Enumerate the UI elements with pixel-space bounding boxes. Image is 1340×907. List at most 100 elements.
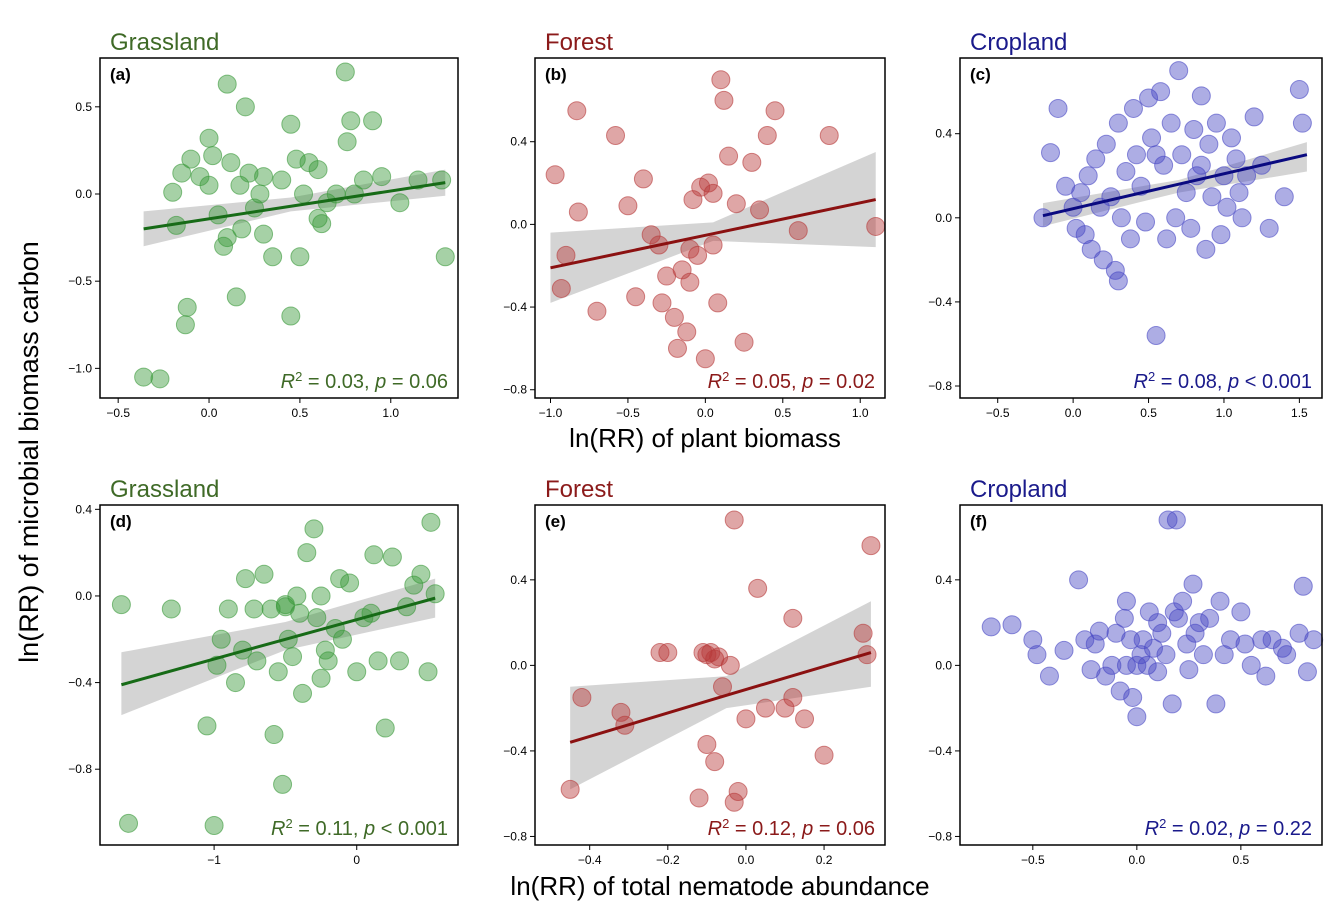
stat-annotation: R2 = 0.08, p < 0.001 (1134, 369, 1313, 394)
point (337, 132, 357, 152)
point (294, 184, 314, 204)
point (1054, 640, 1074, 660)
point (705, 752, 725, 772)
point (783, 608, 803, 628)
point (354, 170, 374, 190)
panel-label: (f) (970, 512, 987, 531)
point (1127, 707, 1147, 727)
stat-text: 2 (295, 369, 302, 384)
plot-frame (534, 57, 886, 399)
point (788, 221, 808, 241)
point (981, 617, 1001, 637)
point (853, 623, 873, 643)
point (724, 792, 744, 812)
point (1137, 655, 1157, 675)
point (1093, 250, 1113, 270)
fit-line (550, 198, 877, 270)
point (1002, 615, 1022, 635)
point (1191, 86, 1211, 106)
point (742, 152, 762, 172)
x-tick-label: −0.2 (656, 853, 680, 867)
stat-text: = 0.05, (729, 371, 802, 393)
point (693, 643, 713, 663)
point (1023, 630, 1043, 650)
y-tick-label: 0.0 (935, 658, 952, 672)
y-tick-label: −1.0 (68, 361, 92, 375)
point (814, 745, 834, 765)
point (1152, 623, 1172, 643)
point (677, 322, 697, 342)
point (254, 167, 274, 187)
point (308, 208, 328, 228)
point (197, 716, 217, 736)
point (714, 90, 734, 110)
point (1151, 82, 1171, 102)
x-tick-label: 0.0 (201, 406, 218, 420)
point (263, 247, 283, 267)
x-tick-label: 1.0 (1216, 406, 1233, 420)
point (283, 647, 303, 667)
point (1139, 602, 1159, 622)
point (1096, 134, 1116, 154)
stat-text: R (708, 818, 722, 840)
point (1136, 212, 1156, 232)
point (1102, 655, 1122, 675)
point (1206, 694, 1226, 714)
point (1123, 98, 1143, 118)
point (1108, 271, 1128, 291)
point (435, 247, 455, 267)
stat-text: R (1134, 371, 1148, 393)
y-tick-label: −0.5 (68, 274, 92, 288)
point (286, 149, 306, 169)
x-tick-label: −0.4 (578, 853, 602, 867)
y-tick-label: 0.0 (510, 217, 527, 231)
stat-text: 2 (722, 816, 729, 831)
point (163, 182, 183, 202)
x-axis-label: ln(RR) of plant biomass (569, 423, 841, 453)
x-tick-label: 0.5 (1140, 406, 1157, 420)
panel: Grassland −0.5 0.0 0.5 1.0 0.5 0.0 −0.5 −1.0 (a) R… (68, 29, 459, 420)
point (254, 224, 274, 244)
point (711, 70, 731, 90)
point (1158, 510, 1178, 530)
point (177, 297, 197, 317)
panel-label: (e) (545, 512, 566, 531)
panel-title: Cropland (970, 29, 1067, 56)
point (1206, 113, 1226, 133)
point (390, 651, 410, 671)
point (1191, 155, 1211, 175)
point (1176, 183, 1196, 203)
point (1274, 187, 1294, 207)
point (250, 184, 270, 204)
point (1096, 666, 1116, 686)
point (689, 788, 709, 808)
point (235, 97, 255, 117)
point (1177, 634, 1197, 654)
point (1039, 666, 1059, 686)
y-tick-label: 0.4 (935, 127, 952, 141)
x-tick-label: −1 (207, 853, 221, 867)
point (330, 569, 350, 589)
point (390, 193, 410, 213)
point (1183, 574, 1203, 594)
point (1069, 570, 1089, 590)
stat-text: = 0.02, (1166, 818, 1239, 840)
point (1259, 218, 1279, 238)
y-tick-label: −0.4 (928, 295, 952, 309)
point (175, 315, 195, 335)
stat-text: p (1227, 371, 1239, 393)
point (1105, 260, 1125, 280)
point (261, 599, 281, 619)
y-tick-label: −0.4 (68, 676, 92, 690)
panel: Cropland −0.5 0.0 0.5 1.0 1.5 0.4 0.0 −0.4 −0.8 (c… (928, 29, 1323, 420)
x-tick-label: 0.5 (774, 406, 791, 420)
y-tick-label: 0.5 (75, 100, 92, 114)
point (1148, 613, 1168, 633)
point (1075, 630, 1095, 650)
y-tick-label: 0.0 (75, 589, 92, 603)
point (1196, 239, 1216, 259)
point (667, 338, 687, 358)
point (1229, 183, 1249, 203)
point (281, 306, 301, 326)
point (368, 651, 388, 671)
